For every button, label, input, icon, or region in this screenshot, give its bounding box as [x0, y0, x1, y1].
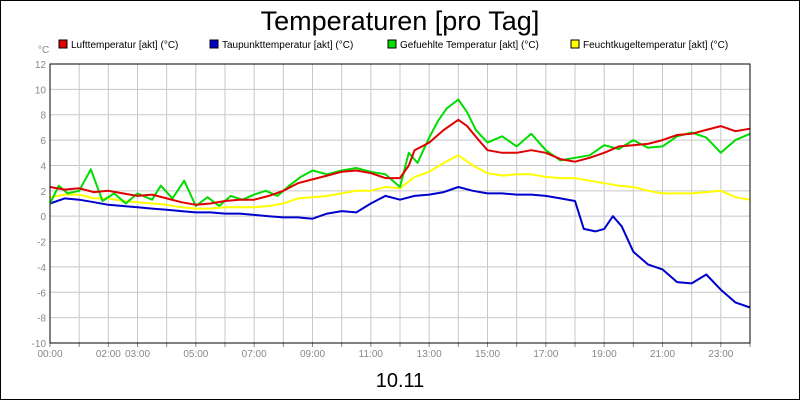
y-tick-label: 8 — [40, 111, 46, 122]
x-tick-label: 05:00 — [183, 349, 208, 360]
x-tick-label: 03:00 — [125, 349, 150, 360]
y-axis-unit: °C — [38, 45, 49, 56]
legend: Lufttemperatur [akt] (°C) Taupunkttempera… — [58, 39, 728, 51]
y-tick-label: 4 — [40, 161, 46, 172]
y-tick-label: 12 — [35, 60, 47, 71]
legend-swatch — [570, 39, 580, 49]
x-tick-label: 17:00 — [533, 349, 558, 360]
x-tick-label: 15:00 — [475, 349, 500, 360]
x-axis-ticks: 00:00 02:00 03:00 05:00 07:00 09:00 11:00 13:00… — [37, 343, 751, 360]
y-axis-ticks: 12 10 8 6 4 2 0 -2 -4 -6 -8 -10 — [32, 60, 47, 350]
y-tick-label: -10 — [32, 339, 47, 350]
grid-lines — [50, 63, 750, 344]
x-tick-label: 09:00 — [300, 349, 325, 360]
x-tick-label: 13:00 — [417, 349, 442, 360]
y-tick-label: -8 — [37, 314, 46, 325]
x-tick-label: 02:00 — [96, 349, 121, 360]
legend-item: Gefuehlte Temperatur [akt] (°C) — [387, 39, 539, 51]
x-tick-label: 11:00 — [359, 349, 384, 360]
x-tick-label: 07:00 — [242, 349, 267, 360]
y-tick-label: -2 — [37, 238, 46, 249]
legend-swatch — [387, 39, 397, 49]
y-tick-label: 2 — [40, 187, 46, 198]
chart-title: Temperaturen [pro Tag] — [261, 6, 540, 36]
legend-swatch — [58, 39, 68, 49]
legend-label: Lufttemperatur [akt] (°C) — [71, 40, 178, 51]
legend-item: Feuchtkugeltemperatur [akt] (°C) — [570, 39, 728, 51]
y-tick-label: -6 — [37, 288, 46, 299]
x-axis-date-label: 10.11 — [376, 370, 425, 392]
y-tick-label: 6 — [40, 136, 46, 147]
legend-item: Taupunkttemperatur [akt] (°C) — [209, 39, 353, 51]
legend-label: Taupunkttemperatur [akt] (°C) — [222, 40, 353, 51]
legend-swatch — [209, 39, 219, 49]
legend-label: Gefuehlte Temperatur [akt] (°C) — [400, 40, 539, 51]
series-line-1 — [49, 186, 751, 309]
legend-label: Feuchtkugeltemperatur [akt] (°C) — [583, 40, 728, 51]
legend-item: Lufttemperatur [akt] (°C) — [58, 39, 178, 51]
plot-border — [49, 63, 751, 344]
y-tick-label: 10 — [35, 85, 47, 96]
y-tick-label: 0 — [40, 212, 46, 223]
x-tick-label: 00:00 — [37, 349, 62, 360]
series-line-0 — [49, 118, 751, 206]
series-line-3 — [49, 154, 751, 210]
series-layer — [49, 98, 751, 309]
y-tick-label: -4 — [37, 263, 46, 274]
x-tick-label: 21:00 — [650, 349, 675, 360]
x-tick-label: 19:00 — [592, 349, 617, 360]
x-tick-label: 23:00 — [708, 349, 733, 360]
